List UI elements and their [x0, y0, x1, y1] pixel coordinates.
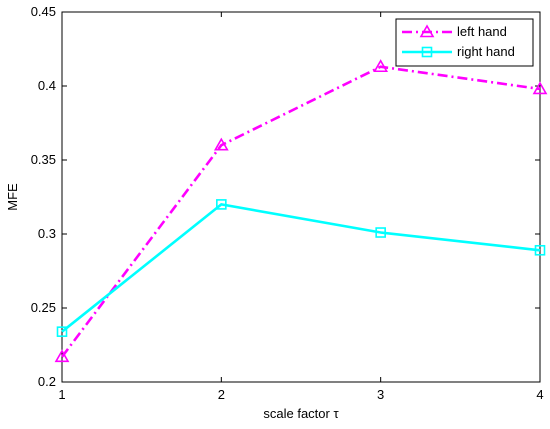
- data-point: [54, 349, 70, 363]
- data-point: [56, 326, 68, 337]
- legend-label: left hand: [457, 24, 507, 39]
- legend-entry: left hand: [402, 24, 507, 39]
- y-tick-label: 0.3: [38, 226, 56, 241]
- y-tick-label: 0.25: [31, 300, 56, 315]
- legend-entries: left hand right hand: [402, 24, 515, 59]
- legend-box: [395, 18, 534, 67]
- x-tick-label: 1: [58, 387, 65, 402]
- data-point: [534, 244, 546, 256]
- y-tick-label: 0.4: [38, 78, 56, 93]
- legend-label: right hand: [457, 44, 515, 59]
- series-left-hand: [54, 59, 548, 363]
- x-tick-label: 3: [377, 387, 384, 402]
- data-point: [375, 227, 386, 238]
- plot-area: [61, 11, 541, 383]
- legend-entry: right hand: [402, 44, 515, 59]
- x-axis-label: scale factor τ: [263, 406, 339, 421]
- data-point: [216, 199, 227, 210]
- y-tick-label: 0.35: [31, 152, 56, 167]
- data-point: [532, 81, 548, 95]
- data-point: [373, 59, 389, 73]
- y-axis-label: MFE: [5, 183, 20, 211]
- x-tick-label: 2: [218, 387, 225, 402]
- axis-ticks: 1 2 3 4 0.2 0.25 0.3 0.35 0.4 0.45: [31, 4, 544, 402]
- legend-marker: [421, 46, 433, 58]
- y-tick-label: 0.2: [38, 374, 56, 389]
- data-point: [213, 137, 229, 151]
- y-tick-label: 0.45: [31, 4, 56, 19]
- legend-marker: [419, 24, 435, 38]
- series-layer: [54, 59, 548, 363]
- legend: left hand right hand: [395, 18, 534, 67]
- series-line: [60, 65, 541, 358]
- series-line: [61, 203, 541, 333]
- series-right-hand: [56, 199, 546, 337]
- x-tick-label: 4: [536, 387, 543, 402]
